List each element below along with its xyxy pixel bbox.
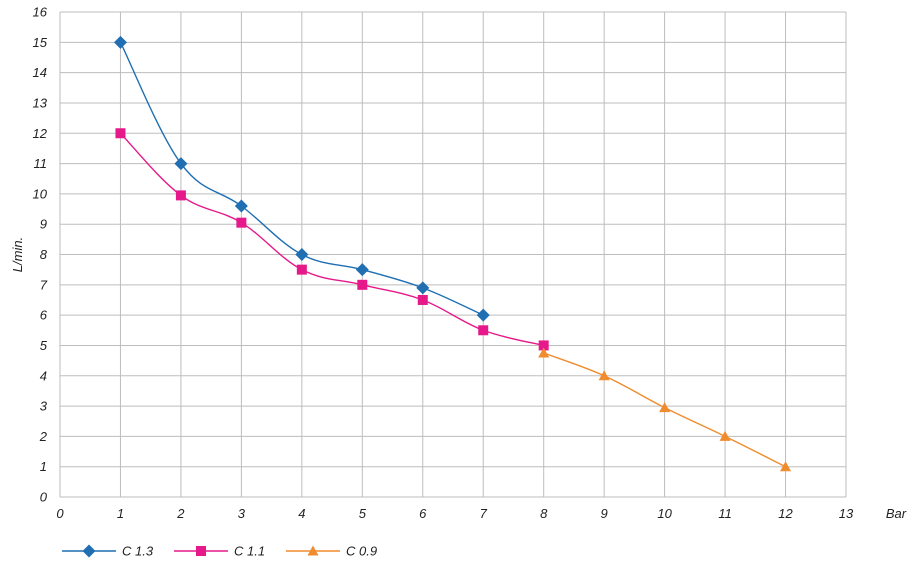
legend-item: C 1.1 xyxy=(174,544,265,559)
y-tick-label: 5 xyxy=(40,338,48,353)
x-tick-label: 13 xyxy=(839,506,854,521)
x-tick-label: 0 xyxy=(56,506,64,521)
x-tick-label: 7 xyxy=(480,506,488,521)
data-point-square xyxy=(538,340,549,351)
grid xyxy=(59,11,847,498)
x-tick-label: 11 xyxy=(718,506,732,521)
x-tick-label: 9 xyxy=(601,506,608,521)
data-point-square xyxy=(357,279,368,290)
data-point-triangle xyxy=(780,461,792,472)
x-tick-label: 5 xyxy=(359,506,367,521)
legend-marker-diamond xyxy=(82,544,96,558)
series-layer xyxy=(113,35,792,472)
x-tick-labels: 0 1 2 3 4 5 6 7 8 9 10 11 12 13 xyxy=(56,506,854,521)
y-tick-label: 6 xyxy=(40,308,48,323)
y-tick-label: 4 xyxy=(40,368,47,383)
series-c-1-1 xyxy=(115,128,549,351)
data-point-square xyxy=(236,217,247,228)
data-point-square xyxy=(417,294,428,305)
legend-marker-triangle xyxy=(307,545,319,556)
data-point-triangle xyxy=(598,370,610,381)
series-c-1-3 xyxy=(113,35,490,322)
data-point-triangle xyxy=(538,347,550,358)
data-point-diamond xyxy=(355,263,369,277)
legend-item: C 0.9 xyxy=(286,544,377,559)
data-point-square xyxy=(115,128,126,139)
x-tick-label: 4 xyxy=(298,506,305,521)
data-point-triangle xyxy=(659,402,671,413)
x-tick-label: 12 xyxy=(778,506,793,521)
y-tick-label: 14 xyxy=(33,65,47,80)
legend: C 1.3 C 1.1 C 0.9 xyxy=(62,544,377,559)
legend-marker-square xyxy=(196,546,206,556)
x-tick-label: 2 xyxy=(176,506,185,521)
series-c-0-9 xyxy=(538,347,792,472)
y-tick-label: 7 xyxy=(40,277,48,292)
y-tick-label: 15 xyxy=(33,35,48,50)
data-point-square xyxy=(296,264,307,275)
legend-label: C 0.9 xyxy=(346,544,377,559)
y-tick-label: 13 xyxy=(33,95,48,110)
data-point-square xyxy=(175,190,186,201)
legend-item: C 1.3 xyxy=(62,544,154,559)
legend-label: C 1.1 xyxy=(234,544,265,559)
data-point-diamond xyxy=(416,281,430,295)
x-axis-label: Bar xyxy=(886,506,907,521)
data-point-diamond xyxy=(295,248,309,261)
data-point-diamond xyxy=(476,308,490,322)
data-point-diamond xyxy=(234,199,248,213)
y-tick-label: 3 xyxy=(40,399,48,414)
data-point-square xyxy=(478,325,489,336)
y-tick-label: 2 xyxy=(39,429,48,444)
y-tick-label: 0 xyxy=(40,490,48,505)
y-tick-label: 9 xyxy=(40,217,47,232)
x-tick-label: 8 xyxy=(540,506,548,521)
x-tick-label: 6 xyxy=(419,506,427,521)
x-tick-label: 10 xyxy=(657,506,672,521)
y-tick-label: 1 xyxy=(40,459,47,474)
legend-label: C 1.3 xyxy=(122,544,154,559)
data-point-diamond xyxy=(174,157,188,171)
data-point-triangle xyxy=(719,430,731,441)
y-tick-label: 11 xyxy=(34,156,48,171)
x-tick-label: 1 xyxy=(117,506,124,521)
y-axis-label: L/min. xyxy=(10,237,25,272)
y-tick-label: 16 xyxy=(33,5,48,20)
y-tick-label: 10 xyxy=(33,186,48,201)
y-tick-label: 12 xyxy=(33,126,48,141)
y-tick-label: 8 xyxy=(40,247,48,262)
x-tick-label: 3 xyxy=(238,506,246,521)
data-point-diamond xyxy=(113,35,127,49)
